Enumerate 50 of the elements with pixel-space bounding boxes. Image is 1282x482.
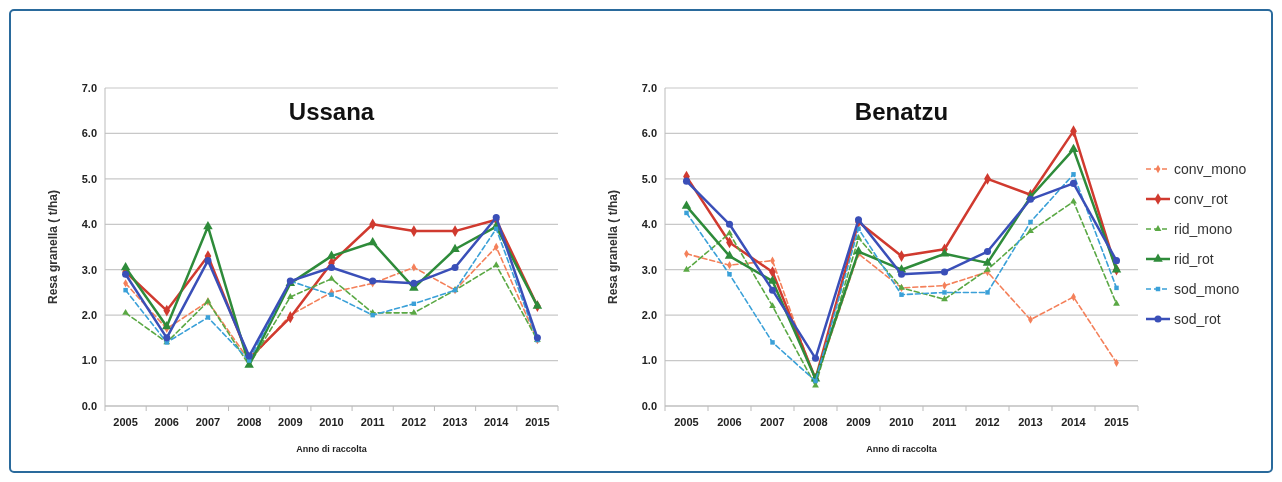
chart-title: Benatzu — [854, 98, 949, 125]
x-tick-label: 2006 — [154, 416, 180, 428]
y-tick-label: 5.0 — [81, 172, 97, 185]
x-axis-title: Anno di raccolta — [296, 444, 368, 454]
x-tick-label: 2010 — [319, 416, 344, 428]
x-tick-label: 2013 — [1018, 416, 1043, 428]
x-tick-label: 2015 — [1104, 416, 1129, 428]
x-tick-label: 2012 — [401, 416, 427, 428]
y-axis-title: Resa granella ( t/ha) — [46, 189, 60, 305]
x-tick-label: 2010 — [889, 416, 914, 428]
y-tick-label: 0.0 — [641, 399, 657, 412]
y-axis-title: Resa granella ( t/ha) — [606, 189, 620, 305]
y-tick-label: 4.0 — [641, 218, 657, 231]
y-tick-label: 5.0 — [641, 172, 657, 185]
x-tick-label: 2014 — [1061, 416, 1087, 428]
legend-label: conv_rot — [1174, 190, 1228, 207]
chart-title: Ussana — [288, 98, 375, 125]
y-tick-label: 4.0 — [81, 218, 97, 231]
y-tick-label: 2.0 — [81, 308, 97, 321]
x-tick-label: 2005 — [674, 416, 699, 428]
x-tick-label: 2005 — [113, 416, 138, 428]
x-tick-label: 2011 — [932, 416, 957, 428]
y-tick-label: 2.0 — [641, 308, 657, 321]
y-tick-label: 3.0 — [641, 263, 657, 276]
legend-label: rid_rot — [1174, 250, 1214, 267]
legend-label: conv_mono — [1174, 160, 1247, 177]
x-tick-label: 2007 — [760, 416, 785, 428]
legend-label: sod_rot — [1174, 310, 1221, 327]
y-tick-label: 1.0 — [81, 354, 97, 367]
legend-label: rid_mono — [1174, 220, 1233, 237]
x-tick-label: 2008 — [803, 416, 828, 428]
y-tick-label: 7.0 — [641, 81, 657, 94]
x-tick-label: 2012 — [975, 416, 1000, 428]
x-tick-label: 2008 — [236, 416, 262, 428]
x-tick-label: 2014 — [483, 416, 510, 428]
x-tick-label: 2009 — [846, 416, 871, 428]
x-tick-label: 2013 — [442, 416, 468, 428]
y-tick-label: 7.0 — [81, 81, 97, 94]
x-tick-label: 2011 — [360, 416, 385, 428]
y-tick-label: 1.0 — [641, 354, 657, 367]
y-tick-label: 3.0 — [81, 263, 97, 276]
x-tick-label: 2015 — [525, 416, 550, 428]
x-tick-label: 2009 — [278, 416, 303, 428]
y-tick-label: 6.0 — [81, 127, 97, 140]
x-tick-label: 2007 — [195, 416, 221, 428]
y-tick-label: 6.0 — [641, 127, 657, 140]
legend-label: sod_mono — [1174, 280, 1240, 297]
x-tick-label: 2006 — [717, 416, 742, 428]
x-axis-title: Anno di raccolta — [866, 444, 938, 454]
y-tick-label: 0.0 — [81, 399, 97, 412]
